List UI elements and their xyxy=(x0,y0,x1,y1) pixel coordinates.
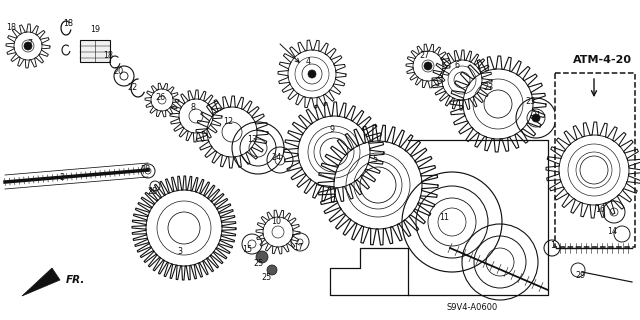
Text: S9V4-A0600: S9V4-A0600 xyxy=(446,302,498,311)
Text: 13: 13 xyxy=(247,135,257,145)
Circle shape xyxy=(532,114,540,122)
Circle shape xyxy=(267,265,277,275)
Text: 26: 26 xyxy=(155,93,165,102)
Text: 18: 18 xyxy=(103,51,113,60)
Text: 21: 21 xyxy=(531,110,541,119)
Circle shape xyxy=(256,251,268,263)
Circle shape xyxy=(24,42,32,50)
Text: 25: 25 xyxy=(253,259,263,268)
Text: 1: 1 xyxy=(550,241,556,250)
Text: 4: 4 xyxy=(305,58,310,67)
Text: 28: 28 xyxy=(140,165,150,174)
Text: 6: 6 xyxy=(454,60,460,69)
Text: ATM-4-20: ATM-4-20 xyxy=(573,55,632,65)
Text: 10: 10 xyxy=(271,218,281,227)
Circle shape xyxy=(424,62,432,70)
Text: 2: 2 xyxy=(60,173,65,182)
Text: 8: 8 xyxy=(191,103,195,113)
FancyBboxPatch shape xyxy=(555,73,635,247)
Text: 23: 23 xyxy=(483,84,493,92)
Text: 19: 19 xyxy=(90,26,100,35)
Text: 20: 20 xyxy=(113,68,123,76)
Text: 16: 16 xyxy=(595,205,605,214)
Text: 15: 15 xyxy=(242,245,252,254)
Text: 3: 3 xyxy=(177,247,182,257)
Text: 12: 12 xyxy=(223,117,233,126)
Text: 18: 18 xyxy=(6,23,16,33)
FancyBboxPatch shape xyxy=(80,40,110,62)
Polygon shape xyxy=(22,268,60,296)
Text: 22: 22 xyxy=(127,84,137,92)
Text: 29: 29 xyxy=(576,270,586,279)
Text: 5: 5 xyxy=(372,156,378,164)
Text: 25: 25 xyxy=(262,274,272,283)
Text: 17: 17 xyxy=(293,244,303,252)
Circle shape xyxy=(308,70,316,78)
Text: 18: 18 xyxy=(63,19,73,28)
Text: 27: 27 xyxy=(419,51,429,60)
Text: 9: 9 xyxy=(330,125,335,134)
Text: 23: 23 xyxy=(525,98,535,107)
Text: 7: 7 xyxy=(28,39,33,49)
Text: 11: 11 xyxy=(439,213,449,222)
Text: FR.: FR. xyxy=(66,275,85,285)
Text: 24: 24 xyxy=(271,153,281,162)
Text: 14: 14 xyxy=(607,228,617,236)
Text: 28: 28 xyxy=(147,188,157,196)
